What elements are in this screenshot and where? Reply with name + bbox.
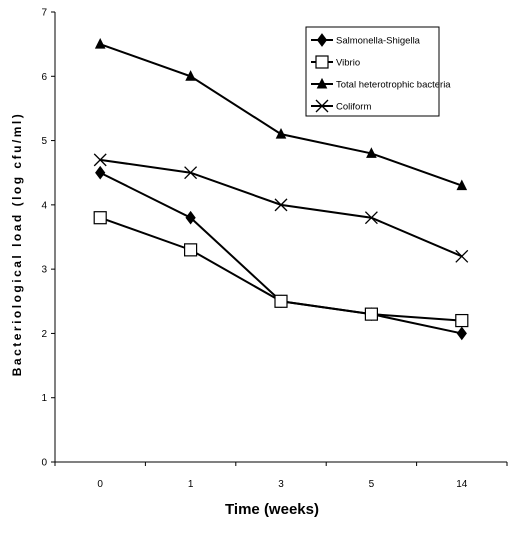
data-point [95, 165, 106, 180]
y-axis-label: Bacteriological load (log cfu/ml) [10, 112, 24, 377]
data-point [456, 179, 468, 191]
x-tick-label: 0 [97, 479, 103, 490]
data-point [315, 55, 329, 69]
legend-entry: Coliform [311, 99, 371, 113]
series-line [99, 171, 463, 335]
data-point [364, 307, 378, 321]
x-axis-label: Time (weeks) [225, 501, 319, 518]
y-tick-label: 3 [41, 265, 47, 276]
legend-entry: Total heterotrophic bacteria [311, 77, 451, 91]
data-point [456, 326, 467, 341]
data-point [315, 99, 329, 113]
legend-box [305, 26, 440, 117]
x-ticks: 0 1 3 5 14 [54, 462, 508, 490]
data-point [316, 33, 328, 47]
y-tick-label: 4 [41, 200, 47, 211]
legend-label: Coliform [336, 102, 371, 113]
x-tick-label: 1 [188, 479, 194, 490]
y-tick-label: 2 [41, 329, 47, 340]
data-point [93, 153, 107, 167]
data-point [274, 198, 288, 212]
x-marker-stroke [93, 153, 107, 167]
x-tick-label: 14 [456, 479, 468, 490]
legend-entry: Vibrio [311, 55, 360, 69]
series-salmonella-shigella [95, 165, 467, 341]
data-point [274, 294, 288, 308]
x-marker-stroke [315, 99, 329, 113]
series-vibrio [93, 211, 469, 328]
series-coliform [93, 153, 469, 263]
data-point [185, 210, 196, 225]
data-point [366, 147, 377, 158]
data-point [185, 70, 196, 81]
axes [54, 12, 507, 463]
x-marker-stroke [184, 166, 198, 180]
legend: Salmonella-Shigella Vibrio Total heterotro… [305, 26, 451, 117]
data-point [275, 128, 287, 139]
y-ticks: 0 1 2 3 4 5 6 7 [41, 8, 55, 469]
data-point [455, 249, 469, 263]
legend-label: Total heterotrophic bacteria [336, 80, 451, 91]
data-point [316, 77, 328, 89]
data-point [184, 166, 198, 180]
data-point [93, 211, 107, 225]
legend-entry: Salmonella-Shigella [311, 33, 421, 47]
x-tick-label: 3 [278, 479, 284, 490]
x-marker-stroke [274, 198, 288, 212]
data-point [184, 243, 198, 257]
data-point [94, 38, 106, 49]
series-total-heterotrophic-bacteria [94, 38, 468, 191]
series-line [100, 158, 463, 258]
x-tick-label: 5 [369, 479, 375, 490]
data-point [455, 313, 469, 328]
data-point [364, 211, 378, 225]
y-tick-label: 1 [41, 393, 47, 404]
legend-label: Salmonella-Shigella [336, 36, 421, 47]
y-tick-label: 0 [41, 458, 47, 469]
series-layer [93, 38, 469, 341]
y-tick-label: 5 [41, 136, 47, 147]
x-marker-stroke [455, 249, 469, 263]
y-tick-label: 6 [41, 72, 47, 83]
legend-label: Vibrio [336, 58, 360, 69]
x-marker-stroke [364, 211, 378, 225]
y-tick-label: 7 [41, 8, 47, 19]
